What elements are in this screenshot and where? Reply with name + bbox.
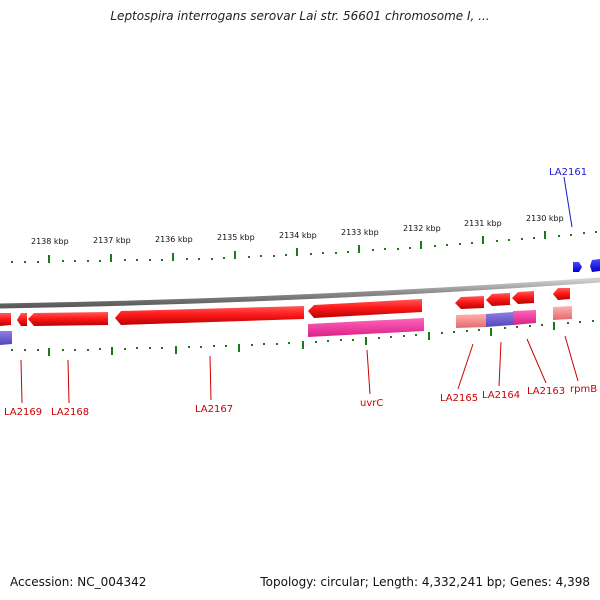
feature-block-rpmB — [553, 306, 572, 320]
lower-tick-track — [11, 320, 594, 356]
gene-label-LA2163[interactable]: LA2163 — [527, 386, 565, 397]
upper-tick-track — [11, 231, 597, 263]
scale-labels: 2138 kbp 2137 kbp 2136 kbp 2135 kbp 2134… — [31, 214, 564, 246]
gene-LA2165[interactable] — [455, 296, 484, 309]
leader-lines — [20, 176, 579, 404]
gene-LA2161[interactable] — [590, 259, 600, 272]
leader-LA2169 — [20, 359, 23, 404]
leader-uvrC — [366, 349, 371, 395]
gene-block-left[interactable] — [0, 313, 11, 326]
leader-LA2164 — [498, 341, 502, 387]
gene-label-rpmB[interactable]: rpmB — [570, 384, 597, 395]
leader-LA2165 — [457, 343, 474, 390]
gene-LA2164[interactable] — [486, 293, 510, 306]
gene-LA2168[interactable] — [28, 312, 108, 326]
scale-label-2134: 2134 kbp — [279, 231, 317, 240]
gene-LA2167[interactable] — [115, 306, 304, 325]
gene-label-LA2161[interactable]: LA2161 — [549, 167, 587, 178]
scale-label-2135: 2135 kbp — [217, 233, 255, 242]
gene-rpmB[interactable] — [553, 288, 570, 300]
gene-label-LA2167[interactable]: LA2167 — [195, 404, 233, 415]
scale-label-2132: 2132 kbp — [403, 224, 441, 233]
gene-LA2169[interactable] — [17, 313, 27, 326]
gene-label-LA2164[interactable]: LA2164 — [482, 390, 520, 401]
scale-label-2130: 2130 kbp — [526, 214, 564, 223]
genome-summary-text: Topology: circular; Length: 4,332,241 bp… — [260, 575, 590, 589]
leader-LA2163 — [526, 338, 547, 384]
gene-label-LA2169[interactable]: LA2169 — [4, 407, 42, 418]
gene-LA2163[interactable] — [512, 291, 534, 304]
accession-text: Accession: NC_004342 — [10, 575, 147, 589]
scale-label-2137: 2137 kbp — [93, 236, 131, 245]
leader-LA2161 — [563, 176, 573, 228]
feature-block-purple-left — [0, 331, 12, 345]
reverse-genes — [0, 288, 570, 326]
chromosome-backbone — [0, 277, 600, 309]
gene-labels: LA2161 rpmB LA2163 LA2164 LA2165 uvrC LA… — [4, 167, 597, 418]
gene-label-uvrC[interactable]: uvrC — [360, 398, 383, 409]
scale-label-2131: 2131 kbp — [464, 219, 502, 228]
scale-label-2133: 2133 kbp — [341, 228, 379, 237]
feature-block-LA2164 — [486, 312, 513, 327]
forward-genes — [573, 259, 600, 272]
feature-blocks — [0, 306, 572, 345]
feature-block-LA2165 — [456, 314, 486, 328]
gene-LA2161-fwd[interactable] — [573, 262, 582, 272]
gene-uvrC[interactable] — [308, 299, 422, 318]
map-title: Leptospira interrogans serovar Lai str. … — [110, 9, 490, 23]
scale-label-2138: 2138 kbp — [31, 237, 69, 246]
leader-LA2167 — [209, 355, 212, 401]
feature-block-uvrC — [308, 318, 424, 337]
leader-rpmB — [564, 335, 579, 382]
scale-label-2136: 2136 kbp — [155, 235, 193, 244]
leader-LA2168 — [67, 359, 70, 404]
gene-label-LA2168[interactable]: LA2168 — [51, 407, 89, 418]
gene-label-LA2165[interactable]: LA2165 — [440, 393, 478, 404]
feature-block-LA2163 — [513, 310, 536, 325]
